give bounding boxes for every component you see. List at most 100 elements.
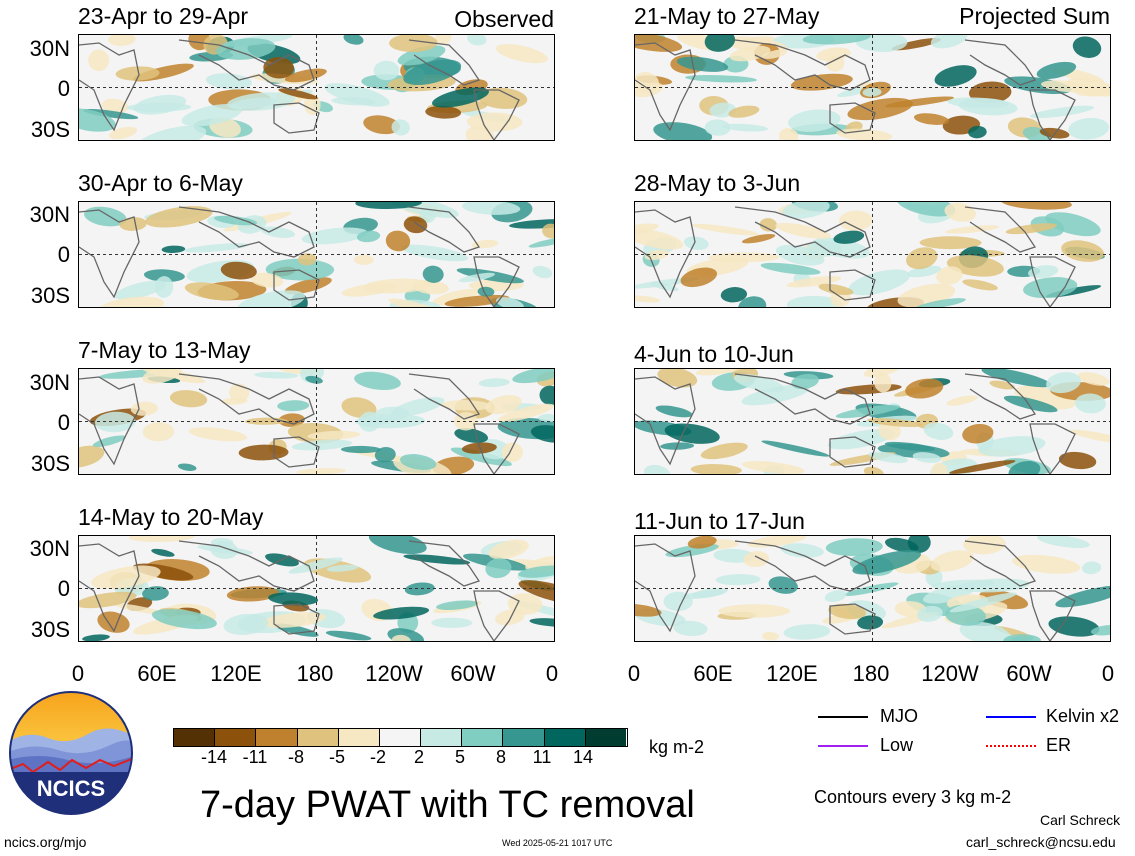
- moist-anomaly-blob: [738, 296, 767, 307]
- moist-anomaly-blob: [1008, 460, 1041, 474]
- dry-anomaly-blob: [263, 57, 295, 79]
- moist-anomaly-blob: [374, 447, 396, 463]
- moist-anomaly-blob: [704, 119, 731, 136]
- moist-anomaly-blob: [862, 87, 882, 97]
- coastline: [79, 376, 140, 466]
- moist-anomaly-blob: [92, 435, 126, 447]
- moist-anomaly-blob: [783, 624, 831, 640]
- dry-anomaly-blob: [169, 390, 208, 408]
- x-tick-left-60w: 60W: [450, 661, 496, 686]
- cb-tick: -2: [369, 747, 386, 767]
- x-tick-right-60w: 60W: [1006, 661, 1052, 686]
- dry-anomaly-blob: [635, 603, 662, 617]
- dry-anomaly-blob: [742, 461, 805, 474]
- moist-anomaly-blob: [868, 451, 908, 464]
- moist-anomaly-blob: [401, 244, 468, 262]
- map-panel-proj-4: [634, 535, 1111, 642]
- coastline: [734, 373, 871, 425]
- coastline: [79, 543, 140, 633]
- moist-anomaly-blob: [373, 606, 430, 620]
- coastline: [964, 206, 1037, 253]
- moist-anomaly-blob: [368, 536, 427, 555]
- coastline: [829, 269, 876, 301]
- moist-anomaly-blob: [824, 590, 847, 602]
- coastline: [273, 436, 320, 468]
- cb-tick: 5: [454, 747, 465, 767]
- mjo-legend-label: MJO: [880, 706, 918, 726]
- coastline: [473, 423, 520, 474]
- moist-anomaly-blob: [458, 272, 495, 283]
- dry-anomaly-blob: [690, 464, 742, 474]
- colorbar-swatch: [379, 729, 422, 746]
- coastline: [1029, 423, 1076, 474]
- moist-anomaly-blob: [643, 464, 671, 474]
- dry-anomaly-blob: [461, 442, 497, 454]
- coastline: [635, 42, 696, 132]
- units-label: kg m-2: [649, 737, 705, 757]
- moist-anomaly-blob: [923, 422, 954, 440]
- moist-anomaly-blob: [477, 286, 495, 297]
- dry-anomaly-blob: [728, 105, 760, 118]
- moist-anomaly-blob: [1082, 561, 1102, 575]
- panel-title-obs-3: 7-May to 13-May: [78, 337, 251, 363]
- colorbar-swatch: [338, 729, 380, 746]
- cb-tick: 14: [572, 747, 594, 767]
- moist-anomaly-blob: [397, 45, 446, 66]
- moist-anomaly-blob: [761, 440, 830, 457]
- site-link[interactable]: ncics.org/mjo: [4, 834, 87, 850]
- dry-anomaly-blob: [385, 230, 411, 252]
- moist-anomaly-blob: [1090, 624, 1110, 636]
- moist-anomaly-blob: [454, 428, 489, 443]
- dry-anomaly-blob: [930, 550, 975, 572]
- moist-anomaly-blob: [949, 592, 1017, 613]
- dry-anomaly-blob: [296, 468, 347, 474]
- map-panel-proj-2: [634, 201, 1111, 308]
- dry-anomaly-blob: [863, 466, 884, 474]
- author-email[interactable]: carl_schreck@ncsu.edu: [966, 834, 1116, 850]
- moist-anomaly-blob: [791, 373, 819, 390]
- moist-anomaly-blob: [978, 436, 1046, 457]
- moist-anomaly-blob: [683, 236, 709, 250]
- dry-anomaly-blob: [775, 222, 832, 239]
- low-legend-label: Low: [880, 735, 914, 755]
- moist-anomaly-blob: [685, 74, 758, 83]
- coastline: [1029, 256, 1076, 307]
- panel-title-obs-2: 30-Apr to 6-May: [78, 170, 243, 196]
- dry-anomaly-blob: [109, 126, 137, 140]
- moist-anomaly-blob: [715, 574, 761, 586]
- pwat-field: [79, 536, 554, 641]
- dry-anomaly-blob: [759, 218, 777, 232]
- pwat-field: [635, 35, 1110, 140]
- dry-anomaly-blob: [936, 266, 963, 285]
- moist-anomaly-blob: [343, 35, 364, 45]
- coastline: [964, 540, 1037, 587]
- moist-anomaly-blob: [391, 119, 410, 136]
- moist-anomaly-blob: [529, 618, 554, 627]
- moist-anomaly-blob: [664, 423, 720, 444]
- dry-anomaly-blob: [284, 277, 332, 295]
- moist-anomaly-blob: [968, 125, 987, 139]
- moist-anomaly-blob: [788, 109, 841, 132]
- y-tick-30s-row1: 30S: [30, 117, 70, 142]
- x-tick-left-0: 0: [71, 661, 85, 686]
- dry-anomaly-blob: [919, 236, 982, 250]
- kelvin-legend-line: [986, 716, 1036, 718]
- moist-anomaly-blob: [177, 463, 197, 471]
- y-tick-0-row3: 0: [57, 410, 70, 435]
- dry-anomaly-blob: [115, 66, 160, 81]
- x-tick-left-120w: 120W: [365, 661, 423, 686]
- pwat-field: [79, 202, 554, 307]
- moist-anomaly-blob: [205, 73, 252, 90]
- moist-anomaly-blob: [741, 384, 810, 406]
- moist-anomaly-blob: [776, 244, 825, 266]
- moist-anomaly-blob: [1048, 616, 1100, 637]
- cb-tick: -11: [242, 747, 268, 767]
- y-tick-30s-row4: 30S: [30, 617, 70, 642]
- dry-anomaly-blob: [930, 462, 948, 474]
- low-legend-line: [818, 745, 868, 747]
- panel-title-obs-1: 23-Apr to 29-Apr: [78, 3, 249, 29]
- dry-anomaly-blob: [184, 282, 239, 301]
- dry-anomaly-blob: [432, 288, 479, 306]
- moist-anomaly-blob: [1055, 585, 1110, 608]
- moist-anomaly-blob: [915, 298, 966, 307]
